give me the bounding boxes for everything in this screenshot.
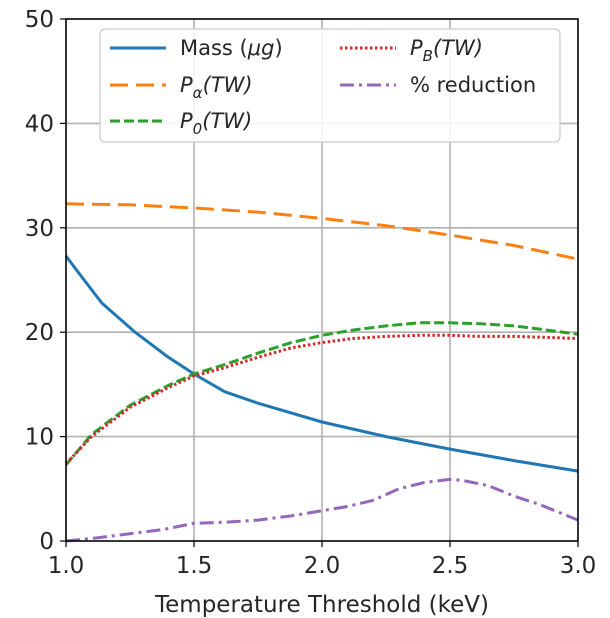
legend-label-part: 0: [193, 120, 203, 138]
legend-label-part: (TW): [203, 73, 253, 97]
legend-box: [99, 28, 561, 143]
legend-label-part: ): [274, 36, 282, 60]
y-tick-label: 20: [25, 320, 54, 346]
x-axis-ticks: 1.0 1.5 2.0 2.5 3.0: [48, 541, 597, 579]
x-tick-label: 1.5: [176, 553, 213, 579]
x-axis-title: Temperature Threshold (keV): [154, 592, 489, 618]
legend-label-part: P: [180, 109, 193, 133]
legend-label-part: (TW): [433, 36, 483, 60]
series-line-p_0: [64, 321, 579, 466]
legend-label-part: P: [410, 36, 423, 60]
legend-label-p_0: P0(TW): [180, 109, 252, 138]
legend-label-reduction: % reduction: [410, 73, 536, 97]
x-tick-label: 2.5: [432, 553, 469, 579]
y-tick-label: 0: [39, 529, 54, 555]
y-tick-label: 10: [25, 425, 54, 451]
series-line-p_alpha: [65, 202, 579, 261]
legend-label-part: P: [180, 73, 193, 97]
legend-label-part: α: [193, 84, 203, 102]
legend-label-part: % reduction: [410, 73, 536, 97]
legend-label-p_alpha: Pα(TW): [180, 73, 253, 102]
y-axis-ticks: 0 10 20 30 40 50: [25, 7, 66, 555]
series-line-mass: [64, 255, 579, 473]
legend-label-part: μg: [247, 36, 275, 60]
legend-label-p_b: PB(TW): [410, 36, 483, 65]
y-tick-label: 50: [25, 7, 54, 33]
legend-label-part: (TW): [202, 109, 252, 133]
series-lines: [64, 202, 579, 543]
x-tick-label: 2.0: [304, 553, 341, 579]
y-tick-label: 30: [25, 216, 54, 242]
legend: Mass (μg)Pα(TW)P0(TW)PB(TW)% reduction: [99, 28, 561, 143]
x-tick-label: 1.0: [48, 553, 85, 579]
x-tick-label: 3.0: [560, 553, 597, 579]
legend-label-part: Mass (: [180, 36, 248, 60]
y-tick-label: 40: [25, 111, 54, 137]
legend-label-part: B: [423, 47, 433, 65]
legend-label-mass: Mass (μg): [180, 36, 283, 60]
